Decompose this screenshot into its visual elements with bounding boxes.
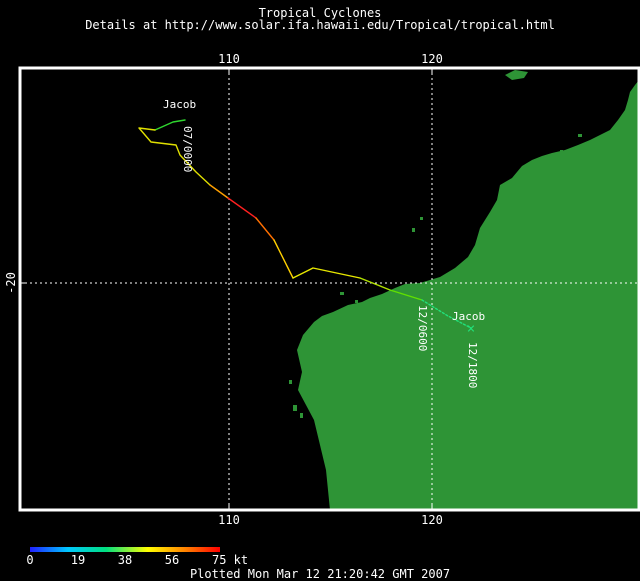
lon-label-top-110: 110: [218, 52, 240, 66]
track-segment: [138, 127, 211, 186]
track-segment: [255, 217, 275, 241]
land-fragment-north: [505, 70, 528, 80]
current-position-marker: ×: [467, 321, 475, 337]
australia-landmass: [297, 80, 639, 510]
legend-tick-19: 19: [71, 553, 85, 567]
track-segment: [389, 289, 423, 301]
track-segment: [292, 267, 361, 279]
track-segment: [209, 184, 229, 199]
legend-tick-56: 56: [165, 553, 179, 567]
legend-tick-0: 0: [26, 553, 33, 567]
storm-name-label-start: Jacob: [163, 98, 196, 111]
track-segment: [227, 197, 257, 219]
track-segment: [154, 119, 186, 131]
frame-ticks: [20, 68, 433, 510]
forecast-track: [421, 299, 472, 329]
plot-timestamp: Plotted Mon Mar 12 21:20:42 GMT 2007: [189, 567, 451, 581]
lat-label-minus20: -20: [4, 272, 18, 294]
small-islands: [289, 134, 582, 418]
lon-label-bottom-120: 120: [421, 513, 443, 527]
storm-track-jacob: [138, 119, 472, 329]
storm-name-label-current: Jacob: [452, 310, 485, 323]
lon-label-bottom-110: 110: [218, 513, 240, 527]
grid-lines: [20, 68, 639, 510]
track-segment: [359, 277, 391, 291]
lon-label-top-120: 120: [421, 52, 443, 66]
time-label-end: 12/1800: [466, 342, 479, 388]
legend-tick-75: 75 kt: [212, 553, 248, 567]
legend-tick-38: 38: [118, 553, 132, 567]
intensity-color-bar: [30, 547, 220, 552]
map-frame: [18, 66, 640, 512]
map-title: Tropical Cyclones: [258, 6, 382, 20]
time-label-start: 07/0000: [181, 126, 194, 172]
map-subtitle: Details at http://www.solar.ifa.hawaii.e…: [85, 18, 555, 32]
track-segment: [273, 239, 294, 279]
land-fragment-northeast: [628, 148, 639, 168]
time-label-mid: 12/0600: [416, 305, 429, 351]
